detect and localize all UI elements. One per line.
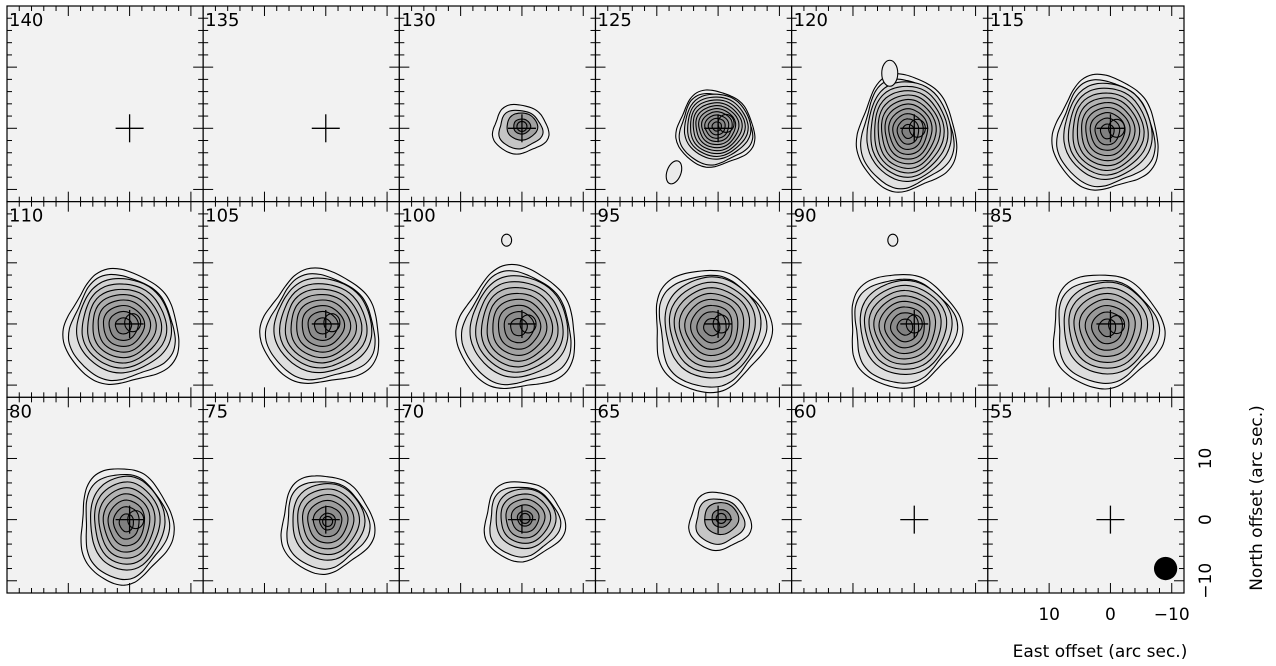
contour-level bbox=[1099, 123, 1115, 140]
panel-background bbox=[203, 6, 400, 202]
contour-level bbox=[896, 318, 914, 336]
x-tick-label: −10 bbox=[1154, 605, 1190, 625]
panel-velocity-label: 55 bbox=[990, 401, 1013, 422]
contour-peak-loop bbox=[323, 313, 341, 333]
panel-contour-group bbox=[655, 269, 774, 394]
contour-level bbox=[510, 317, 528, 337]
panel-contour-group bbox=[688, 491, 753, 552]
panel-contour-group bbox=[80, 468, 175, 586]
x-tick-label: 0 bbox=[1105, 605, 1116, 625]
panel-velocity-label: 75 bbox=[205, 401, 228, 422]
x-tick-label: 10 bbox=[1038, 605, 1060, 625]
channel-panel: 115 bbox=[987, 5, 1185, 203]
panel-contour-group bbox=[855, 59, 958, 193]
panel-contour-group bbox=[280, 475, 376, 575]
panel-velocity-label: 140 bbox=[9, 10, 43, 31]
channel-panel: 130 bbox=[398, 5, 597, 203]
channel-panel: 95 bbox=[594, 201, 793, 398]
y-tick-label: 0 bbox=[1196, 514, 1216, 525]
contour-level bbox=[118, 513, 134, 533]
panel-velocity-label: 135 bbox=[205, 10, 239, 31]
contour-secondary-blob bbox=[881, 59, 899, 87]
channel-panel: 90 bbox=[791, 201, 989, 398]
panel-velocity-label: 85 bbox=[990, 206, 1013, 227]
panel-contour-group bbox=[1051, 73, 1159, 191]
contour-secondary-blob bbox=[665, 160, 683, 185]
channel-panel: 135 bbox=[202, 5, 400, 203]
channel-panel: 65 bbox=[594, 396, 793, 594]
channel-panel: 75 bbox=[202, 396, 400, 594]
channel-panel: 70 bbox=[398, 396, 597, 594]
contour-secondary-blob bbox=[887, 233, 899, 247]
contour-level bbox=[703, 317, 721, 337]
channel-panel: 105 bbox=[202, 201, 400, 398]
panel-velocity-label: 65 bbox=[598, 401, 621, 422]
panel-contour-group bbox=[851, 233, 964, 389]
panel-contour-group bbox=[455, 233, 576, 390]
channel-panel: 55 10 0 −10 10 0 −10 bbox=[987, 396, 1216, 625]
panel-contour-group bbox=[1052, 274, 1166, 390]
contour-secondary-blob bbox=[501, 233, 513, 247]
panel-velocity-label: 120 bbox=[794, 10, 828, 31]
channel-panel: 120 bbox=[791, 5, 989, 203]
channel-panel: 140 bbox=[6, 5, 204, 203]
panel-background bbox=[791, 397, 988, 593]
panel-contour-group bbox=[483, 481, 567, 563]
y-axis-title: North offset (arc sec.) bbox=[1247, 405, 1267, 591]
panel-velocity-label: 110 bbox=[9, 206, 43, 227]
contour-peak-loop bbox=[715, 512, 727, 524]
panel-contour-group bbox=[62, 267, 180, 386]
contour-peak-loop bbox=[124, 313, 142, 333]
contour-level bbox=[901, 123, 915, 140]
axis-annotations: East offset (arc sec.) North offset (arc… bbox=[1013, 405, 1267, 662]
channel-panel: 85 bbox=[987, 201, 1185, 398]
channel-panel: 80 bbox=[6, 396, 204, 594]
panel-background bbox=[7, 6, 204, 202]
channel-panel: 60 bbox=[791, 396, 989, 594]
panel-velocity-label: 100 bbox=[401, 206, 435, 227]
x-axis-title: East offset (arc sec.) bbox=[1013, 642, 1188, 662]
panel-velocity-label: 115 bbox=[990, 10, 1024, 31]
panel-velocity-label: 80 bbox=[9, 401, 32, 422]
y-tick-label: 10 bbox=[1196, 448, 1216, 470]
panel-velocity-label: 60 bbox=[794, 401, 817, 422]
contour-level bbox=[319, 512, 336, 531]
contour-peak-loop bbox=[322, 515, 334, 528]
panel-velocity-label: 130 bbox=[401, 10, 435, 31]
panel-contour-group bbox=[259, 267, 380, 384]
panel-velocity-label: 95 bbox=[598, 206, 621, 227]
contour-peak-loop bbox=[519, 512, 531, 524]
channel-panel: 125 bbox=[594, 5, 793, 203]
channel-panel: 110 bbox=[6, 201, 204, 398]
panel-background bbox=[399, 6, 596, 202]
beam-marker bbox=[1153, 556, 1178, 581]
y-tick-label: −10 bbox=[1196, 563, 1216, 599]
panel-velocity-label: 105 bbox=[205, 206, 239, 227]
panel-velocity-label: 90 bbox=[794, 206, 817, 227]
panel-velocity-label: 70 bbox=[401, 401, 424, 422]
contour-level bbox=[711, 509, 732, 528]
panel-background bbox=[987, 397, 1184, 593]
panel-velocity-label: 125 bbox=[598, 10, 632, 31]
channel-panel: 100 bbox=[398, 201, 597, 398]
panel-background bbox=[595, 397, 792, 593]
